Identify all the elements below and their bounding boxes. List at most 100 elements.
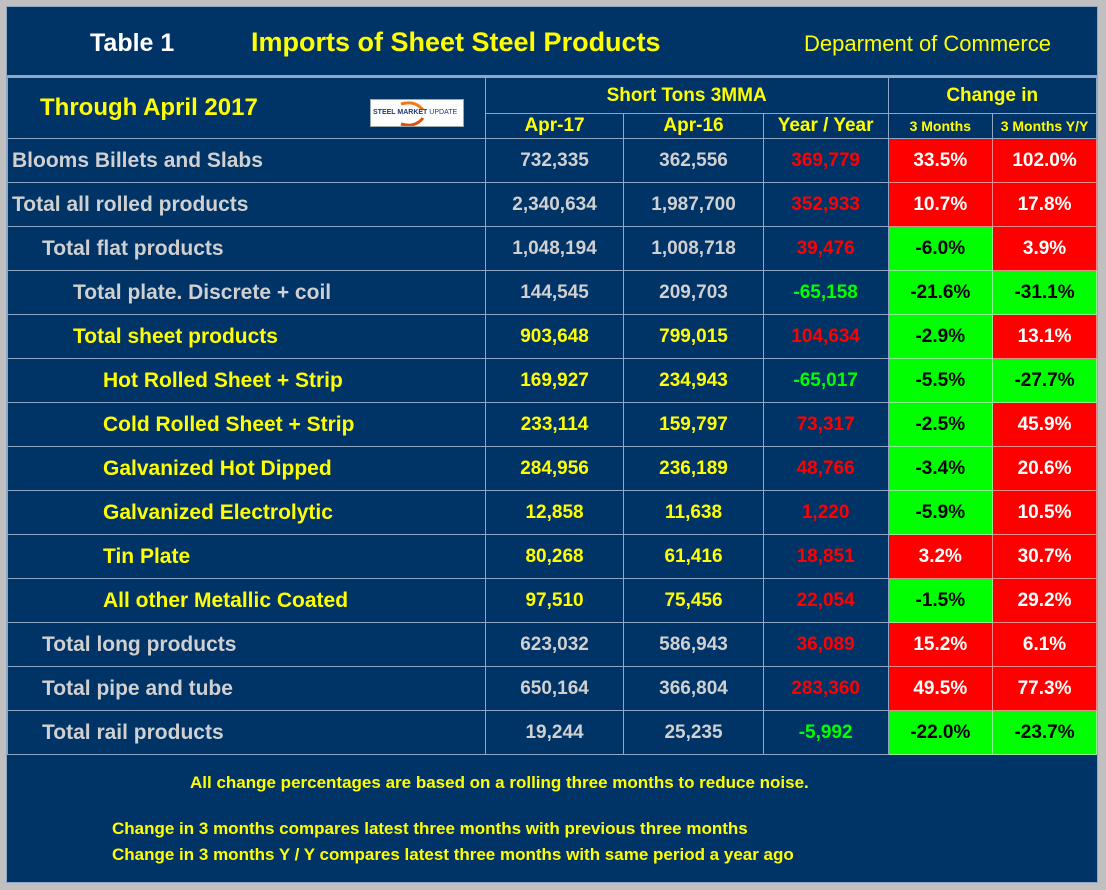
cell-year-year: 36,089	[762, 622, 889, 667]
table-row: Total plate. Discrete + coil 144,545 209,7…	[7, 270, 1097, 315]
cell-apr16: 1,008,718	[623, 226, 764, 271]
row-label: Total flat products	[7, 226, 486, 271]
cell-year-year: 48,766	[762, 446, 889, 491]
cell-year-year: 1,220	[762, 490, 889, 535]
imports-table: Through April 2017 STEEL MARKET UPDATE	[7, 77, 1097, 755]
row-label: Total sheet products	[7, 314, 486, 359]
header-row-groups: Through April 2017 STEEL MARKET UPDATE	[7, 77, 1097, 139]
cell-apr17: 1,048,194	[484, 226, 625, 271]
logo-text: STEEL MARKET UPDATE	[373, 109, 458, 116]
cell-apr16: 11,638	[623, 490, 764, 535]
col-header-apr16: Apr-16	[623, 113, 764, 139]
steel-market-update-logo: STEEL MARKET UPDATE	[370, 99, 464, 127]
table-row: Total all rolled products 2,340,634 1,987,…	[7, 182, 1097, 227]
group-header-short-tons: Short Tons 3MMA	[484, 77, 889, 114]
table-row: Total pipe and tube 650,164 366,804 283,360…	[7, 666, 1097, 711]
title-row: Table 1 Imports of Sheet Steel Products …	[7, 7, 1097, 77]
cell-3-months: -1.5%	[887, 578, 994, 623]
cell-apr17: 97,510	[484, 578, 625, 623]
cell-3-months-yy: -23.7%	[992, 710, 1097, 755]
cell-apr16: 159,797	[623, 402, 764, 447]
period-label: Through April 2017	[40, 94, 258, 121]
row-label: All other Metallic Coated	[7, 578, 486, 623]
cell-apr16: 209,703	[623, 270, 764, 315]
col-header-3-months-yy: 3 Months Y/Y	[992, 113, 1097, 139]
cell-apr17: 80,268	[484, 534, 625, 579]
cell-3-months: -6.0%	[887, 226, 994, 271]
cell-3-months-yy: 3.9%	[992, 226, 1097, 271]
cell-apr16: 1,987,700	[623, 182, 764, 227]
cell-3-months: 15.2%	[887, 622, 994, 667]
header-row-columns: Apr-17 Apr-16 Year / Year 3 Months 3 Mon…	[8, 113, 1097, 139]
cell-apr16: 234,943	[623, 358, 764, 403]
cell-year-year: -5,992	[762, 710, 889, 755]
table-row: Total rail products 19,244 25,235 -5,992 -22…	[7, 710, 1097, 755]
footnote-rolling: All change percentages are based on a ro…	[190, 773, 809, 792]
cell-apr17: 2,340,634	[484, 182, 625, 227]
cell-3-months-yy: 102.0%	[992, 138, 1097, 183]
cell-year-year: 352,933	[762, 182, 889, 227]
cell-3-months-yy: 45.9%	[992, 402, 1097, 447]
cell-3-months-yy: -27.7%	[992, 358, 1097, 403]
cell-apr17: 650,164	[484, 666, 625, 711]
table-row: Tin Plate 80,268 61,416 18,851 3.2% 30.7%	[7, 534, 1097, 579]
cell-apr16: 362,556	[623, 138, 764, 183]
row-label: Total plate. Discrete + coil	[7, 270, 486, 315]
row-label: Hot Rolled Sheet + Strip	[7, 358, 486, 403]
cell-apr16: 366,804	[623, 666, 764, 711]
row-label: Blooms Billets and Slabs	[7, 138, 486, 183]
cell-apr17: 12,858	[484, 490, 625, 535]
cell-3-months-yy: 30.7%	[992, 534, 1097, 579]
cell-3-months: -2.5%	[887, 402, 994, 447]
cell-year-year: 22,054	[762, 578, 889, 623]
table-row: Hot Rolled Sheet + Strip 169,927 234,943 -6…	[7, 358, 1097, 403]
cell-3-months: -5.9%	[887, 490, 994, 535]
cell-3-months-yy: 20.6%	[992, 446, 1097, 491]
table-row: Total long products 623,032 586,943 36,089 1…	[7, 622, 1097, 667]
cell-year-year: -65,158	[762, 270, 889, 315]
cell-apr17: 732,335	[484, 138, 625, 183]
cell-3-months: -22.0%	[887, 710, 994, 755]
table-row: Cold Rolled Sheet + Strip 233,114 159,797 7…	[7, 402, 1097, 447]
cell-3-months-yy: 17.8%	[992, 182, 1097, 227]
row-label: Galvanized Electrolytic	[7, 490, 486, 535]
page-title: Imports of Sheet Steel Products	[251, 27, 661, 57]
row-label: Galvanized Hot Dipped	[7, 446, 486, 491]
cell-year-year: 18,851	[762, 534, 889, 579]
cell-apr17: 284,956	[484, 446, 625, 491]
table-panel: Table 1 Imports of Sheet Steel Products …	[6, 6, 1098, 883]
cell-3-months-yy: -31.1%	[992, 270, 1097, 315]
row-label: Total pipe and tube	[7, 666, 486, 711]
cell-3-months: -5.5%	[887, 358, 994, 403]
cell-apr16: 236,189	[623, 446, 764, 491]
cell-3-months-yy: 77.3%	[992, 666, 1097, 711]
through-cell: Through April 2017 STEEL MARKET UPDATE	[7, 77, 486, 139]
row-label: Tin Plate	[7, 534, 486, 579]
cell-3-months: 49.5%	[887, 666, 994, 711]
table-row: Total flat products 1,048,194 1,008,718 39,…	[7, 226, 1097, 271]
table-row: Galvanized Electrolytic 12,858 11,638 1,220…	[7, 490, 1097, 535]
cell-year-year: 369,779	[762, 138, 889, 183]
cell-3-months: 33.5%	[887, 138, 994, 183]
table-row: Total sheet products 903,648 799,015 104,63…	[7, 314, 1097, 359]
cell-apr16: 75,456	[623, 578, 764, 623]
cell-3-months-yy: 29.2%	[992, 578, 1097, 623]
group-header-change-in: Change in	[887, 77, 1097, 114]
cell-apr16: 799,015	[623, 314, 764, 359]
cell-3-months-yy: 10.5%	[992, 490, 1097, 535]
cell-apr17: 623,032	[484, 622, 625, 667]
cell-3-months-yy: 6.1%	[992, 622, 1097, 667]
col-header-3-months: 3 Months	[887, 113, 994, 139]
cell-apr17: 169,927	[484, 358, 625, 403]
row-label: Total long products	[7, 622, 486, 667]
cell-apr16: 586,943	[623, 622, 764, 667]
row-label: Cold Rolled Sheet + Strip	[7, 402, 486, 447]
cell-3-months: 3.2%	[887, 534, 994, 579]
data-source: Deparment of Commerce	[804, 31, 1051, 56]
cell-apr16: 25,235	[623, 710, 764, 755]
cell-apr17: 19,244	[484, 710, 625, 755]
table-row: Blooms Billets and Slabs 732,335 362,556 36…	[7, 138, 1097, 183]
cell-3-months-yy: 13.1%	[992, 314, 1097, 359]
cell-year-year: -65,017	[762, 358, 889, 403]
cell-apr16: 61,416	[623, 534, 764, 579]
